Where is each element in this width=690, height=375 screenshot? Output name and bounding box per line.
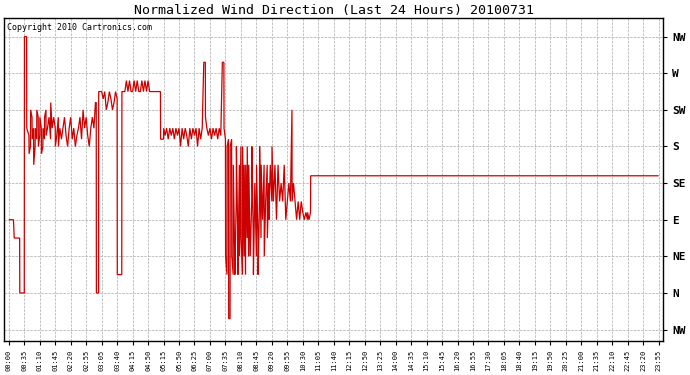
- Text: Copyright 2010 Cartronics.com: Copyright 2010 Cartronics.com: [8, 23, 152, 32]
- Title: Normalized Wind Direction (Last 24 Hours) 20100731: Normalized Wind Direction (Last 24 Hours…: [134, 4, 534, 17]
